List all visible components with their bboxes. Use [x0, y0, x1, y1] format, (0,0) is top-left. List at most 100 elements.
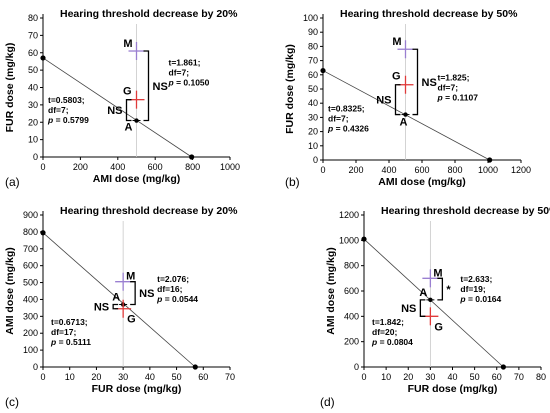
y-tick-label: 800 [23, 227, 38, 237]
y-tick-label: 80 [308, 41, 318, 51]
x-tick-label: 20 [91, 372, 101, 382]
stat-text: df=7; [48, 105, 69, 115]
y-tick-label: 40 [28, 83, 38, 93]
chart-title: Hearing threshold decrease by 50% [381, 205, 550, 217]
chart-title: Hearing threshold decrease by 50% [340, 8, 518, 20]
point-label-M: M [123, 38, 132, 50]
comparison-bracket [419, 299, 426, 317]
comparison-bracket [437, 277, 444, 301]
x-axis-label: FUR dose (mg/kg) [408, 383, 498, 395]
y-axis-label: AMI dose (mg/kg) [325, 247, 337, 335]
single-drug-point [320, 67, 326, 74]
point-label-G: G [127, 314, 136, 326]
x-tick-label: 800 [185, 162, 200, 172]
single-drug-point [487, 157, 493, 163]
point-label-M: M [392, 36, 401, 48]
y-tick-label: 20 [308, 127, 318, 137]
x-tick-label: 600 [148, 162, 163, 172]
point-label-A: A [419, 287, 427, 299]
stat-text: df=19; [460, 284, 485, 294]
y-axis-label: FUR dose (mg/kg) [4, 43, 16, 133]
y-tick-label: 50 [308, 84, 318, 94]
stat-text: df=7; [438, 82, 459, 92]
data-point-A [428, 297, 433, 303]
single-drug-point [361, 236, 367, 242]
stat-text: t=1.842; [372, 317, 404, 327]
y-tick-label: 1000 [339, 235, 359, 245]
isobole-line [42, 232, 196, 368]
significance-label: NS [139, 288, 154, 300]
y-axis-label: FUR dose (mg/kg) [284, 44, 296, 134]
panel-label: (a) [5, 175, 20, 189]
significance-label: NS [422, 77, 437, 89]
x-tick-label: 600 [414, 165, 429, 175]
y-tick-label: 90 [308, 27, 318, 37]
chart-panel-d: 0 200 400 600 800 1000 1200 0 10 20 30 40 50 60 70 80 FU… [320, 205, 550, 409]
x-tick-label: 60 [492, 372, 502, 382]
x-tick-label: 50 [172, 372, 182, 382]
x-tick-label: 40 [447, 372, 457, 382]
single-drug-point [40, 230, 46, 236]
stat-text: df=7; [328, 114, 349, 124]
point-label-G: G [123, 86, 132, 98]
stat-text: t=2.076; [157, 274, 189, 284]
significance-label: NS [376, 95, 391, 107]
x-tick-label: 60 [198, 372, 208, 382]
point-label-G: G [434, 321, 443, 333]
y-tick-label: 400 [23, 294, 38, 304]
y-tick-label: 0 [354, 362, 359, 372]
significance-label: NS [107, 105, 122, 117]
data-point-A [403, 112, 408, 117]
y-tick-label: 300 [23, 311, 38, 321]
y-tick-label: 60 [308, 70, 318, 80]
stat-text: t=2.633; [460, 274, 492, 284]
y-axis-label: AMI dose (mg/kg) [4, 247, 16, 335]
comparison-bracket [412, 48, 419, 116]
stat-text: p = 0.5799 [47, 115, 89, 125]
panel-label: (c) [5, 395, 19, 409]
x-tick-label: 30 [118, 372, 128, 382]
data-point-A [134, 118, 139, 123]
significance-label: NS [153, 81, 168, 93]
y-tick-label: 900 [23, 210, 38, 220]
y-tick-label: 30 [28, 100, 38, 110]
comparison-bracket [125, 99, 132, 122]
stat-text: p = 0.0164 [459, 294, 501, 304]
point-label-M: M [126, 271, 135, 283]
x-axis-label: AMI dose (mg/kg) [93, 173, 181, 185]
y-tick-label: 200 [344, 337, 359, 347]
x-tick-label: 80 [536, 372, 546, 382]
y-tick-label: 600 [344, 286, 359, 296]
stat-text: t=0.6713; [51, 317, 88, 327]
x-tick-label: 30 [425, 372, 435, 382]
chart-title: Hearing threshold decrease by 20% [60, 8, 238, 20]
x-tick-label: 20 [403, 372, 413, 382]
isobole-line [42, 57, 192, 158]
stat-text: df=20; [372, 327, 397, 337]
x-tick-label: 1000 [478, 165, 498, 175]
panel-label: (b) [285, 175, 300, 189]
y-tick-label: 60 [28, 48, 38, 58]
stat-text: p = 0.1050 [168, 77, 210, 87]
stat-text: p = 0.0804 [371, 337, 413, 347]
y-tick-label: 10 [28, 135, 38, 145]
x-tick-label: 10 [65, 372, 75, 382]
y-tick-label: 0 [33, 362, 38, 372]
x-axis-label: FUR dose (mg/kg) [92, 383, 182, 395]
y-tick-label: 400 [344, 311, 359, 321]
stat-text: p = 0.0544 [156, 294, 198, 304]
comparison-bracket [394, 84, 401, 116]
x-tick-label: 0 [320, 165, 325, 175]
y-tick-label: 1200 [339, 210, 359, 220]
y-tick-label: 200 [23, 328, 38, 338]
single-drug-point [500, 364, 506, 370]
x-tick-label: 70 [225, 372, 235, 382]
comparison-bracket [112, 303, 119, 310]
y-tick-label: 30 [308, 112, 318, 122]
comparison-bracket [143, 50, 150, 122]
x-tick-label: 40 [145, 372, 155, 382]
y-tick-label: 20 [28, 117, 38, 127]
x-tick-label: 10 [381, 372, 391, 382]
